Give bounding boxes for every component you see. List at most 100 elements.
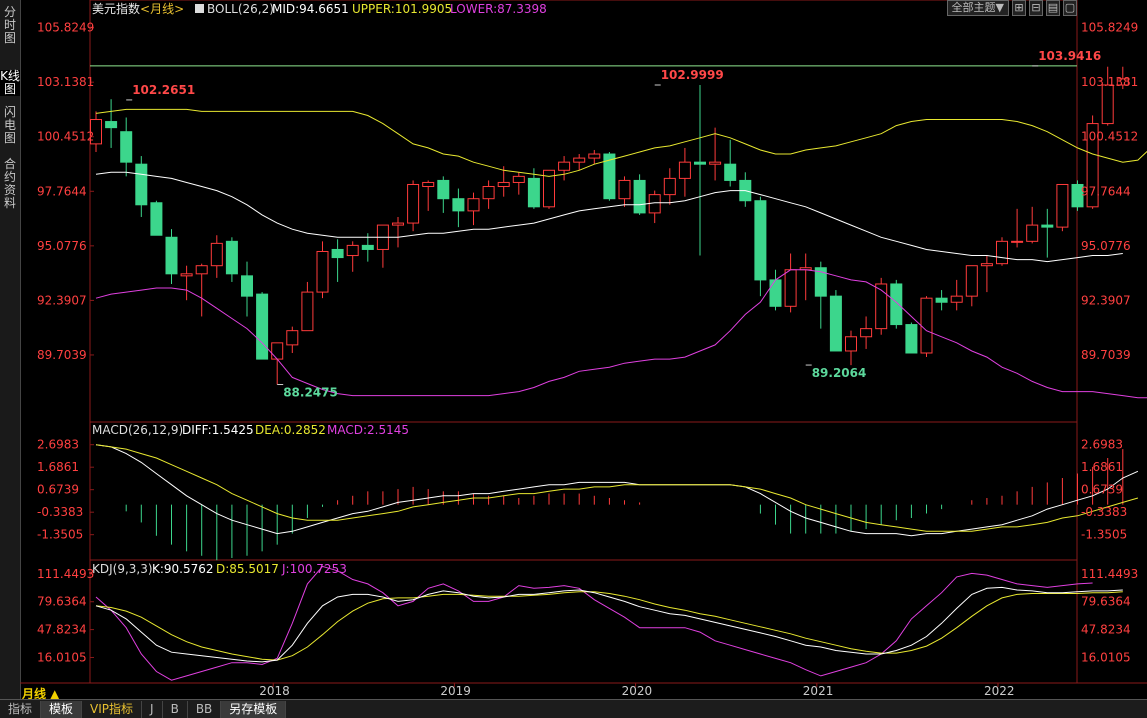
page-icon[interactable]: ▤	[1046, 0, 1060, 16]
candle-body	[754, 200, 767, 281]
candle-body	[845, 336, 857, 352]
y-tick-label-left: 103.1381	[37, 75, 94, 89]
y-tick-label-right: 103.1381	[1081, 75, 1138, 89]
y-tick-label-right: 100.4512	[1081, 130, 1138, 144]
y-tick-label-left: 16.0105	[37, 650, 87, 664]
candle-body	[678, 161, 691, 179]
candle-body	[346, 244, 359, 257]
candle-body	[1011, 240, 1024, 243]
candle-body	[935, 297, 948, 303]
svg-text:DIFF:1.5425: DIFF:1.5425	[182, 423, 254, 437]
candle-body	[1101, 84, 1114, 125]
candle-body	[331, 248, 344, 259]
tab-lightning[interactable]: 闪电图	[3, 105, 16, 145]
candle-body	[467, 198, 480, 212]
candle-body	[996, 240, 1008, 265]
y-tick-label-left: 2.6983	[37, 438, 79, 452]
candle-body	[120, 131, 133, 163]
x-tick-label: 2020	[622, 684, 653, 698]
macd-dea-line	[95, 444, 1139, 532]
boll-upper-line	[95, 108, 1147, 177]
candle-body	[316, 250, 329, 293]
candle-body	[1026, 224, 1039, 242]
candle-body	[1041, 224, 1054, 228]
tab-bb[interactable]: BB	[188, 700, 222, 718]
grid-4-icon[interactable]: ⊞	[1012, 0, 1026, 16]
svg-text:BOLL(26,2): BOLL(26,2)	[207, 2, 274, 16]
y-tick-label-right: 2.6983	[1081, 438, 1123, 452]
candle-body	[603, 153, 616, 200]
candle-body	[286, 330, 299, 346]
candle-body	[980, 263, 993, 267]
x-tick-label: 2021	[803, 684, 834, 698]
candle-body	[90, 119, 102, 145]
macd-legend: MACD(26,12,9) DIFF:1.5425 DEA:0.2852 MAC…	[92, 423, 409, 437]
candle-body	[1056, 183, 1069, 228]
chart-canvas: 105.8249 105.8249 103.1381 103.1381 100.4512…	[20, 0, 1147, 698]
legend-toggle-icon[interactable]	[195, 4, 204, 13]
candle-body	[769, 279, 782, 307]
grid-2-icon[interactable]: ⊟	[1029, 0, 1043, 16]
price-annotation: 103.9416	[1038, 49, 1101, 63]
tab-b[interactable]: B	[163, 700, 188, 718]
window-icon[interactable]: ▢	[1063, 0, 1077, 16]
y-tick-label-right: 89.7039	[1081, 348, 1131, 362]
candle-body	[135, 163, 148, 206]
x-tick-label: 2018	[259, 684, 290, 698]
macd-diff-line	[95, 444, 1139, 537]
y-tick-label-left: 89.7039	[37, 348, 87, 362]
y-tick-label-left: 105.8249	[37, 21, 94, 35]
tab-contract-info[interactable]: 合约资料	[3, 157, 16, 210]
tab-vip-indicator[interactable]: VIP指标	[82, 700, 143, 718]
kdj-k-line	[95, 586, 1123, 663]
y-tick-label-left: 95.0776	[37, 239, 87, 253]
y-tick-label-right: 105.8249	[1081, 21, 1138, 35]
tab-indicator[interactable]: 指标	[0, 700, 42, 718]
candle-body	[1086, 123, 1099, 208]
candle-body	[1116, 78, 1129, 86]
tab-save-template[interactable]: 另存模板	[221, 700, 287, 718]
candle-body	[573, 157, 586, 163]
tab-kline[interactable]: K线图	[0, 69, 20, 96]
candle-body	[361, 244, 374, 250]
y-tick-label-left: 47.8234	[37, 623, 87, 637]
y-tick-label-right: 111.4493	[1081, 567, 1138, 581]
tab-timeshare[interactable]: 分时图	[3, 5, 16, 45]
boll-lower-line	[95, 269, 1147, 399]
candle-body	[392, 222, 404, 226]
candle-body	[860, 328, 873, 338]
candle-body	[105, 121, 118, 129]
svg-text:KDJ(9,3,3): KDJ(9,3,3)	[92, 562, 153, 576]
candle-body	[482, 186, 495, 200]
x-tick-label: 2022	[984, 684, 1015, 698]
period-selector[interactable]: 月线 ▲	[22, 687, 60, 701]
svg-text:DEA:0.2852: DEA:0.2852	[255, 423, 326, 437]
y-tick-label-right: 0.6739	[1081, 483, 1123, 497]
tab-j[interactable]: J	[142, 700, 163, 718]
candle-body	[512, 175, 525, 183]
candle-body	[784, 269, 797, 307]
price-annotation: 89.2064	[812, 366, 867, 380]
candle-body	[905, 324, 918, 354]
tab-template[interactable]: 模板	[41, 700, 83, 718]
candle-body	[709, 161, 722, 165]
theme-dropdown[interactable]: 全部主题▼	[946, 0, 1009, 16]
candle-body	[271, 342, 284, 360]
y-tick-label-right: -0.3383	[1081, 505, 1127, 519]
y-tick-label-right: 97.7644	[1081, 184, 1131, 198]
candle-body	[452, 198, 465, 212]
left-tab-bar: 分时图 K线图 闪电图 合约资料	[0, 0, 21, 700]
y-tick-label-left: 111.4493	[37, 567, 94, 581]
candle-body	[241, 275, 253, 297]
y-tick-label-left: 92.3907	[37, 293, 87, 307]
price-annotation: 102.2651	[132, 83, 195, 97]
y-tick-label-right: 16.0105	[1081, 650, 1131, 664]
candle-body	[890, 283, 903, 326]
y-tick-label-right: 47.8234	[1081, 623, 1131, 637]
candle-body	[724, 163, 737, 181]
y-tick-label-left: 1.6861	[37, 460, 79, 474]
svg-text:K:90.5762: K:90.5762	[152, 562, 214, 576]
boll-legend: BOLL(26,2) MID:94.6651 UPPER:101.9905 LO…	[195, 2, 547, 16]
candle-body	[558, 161, 571, 171]
candle-body	[543, 169, 555, 208]
